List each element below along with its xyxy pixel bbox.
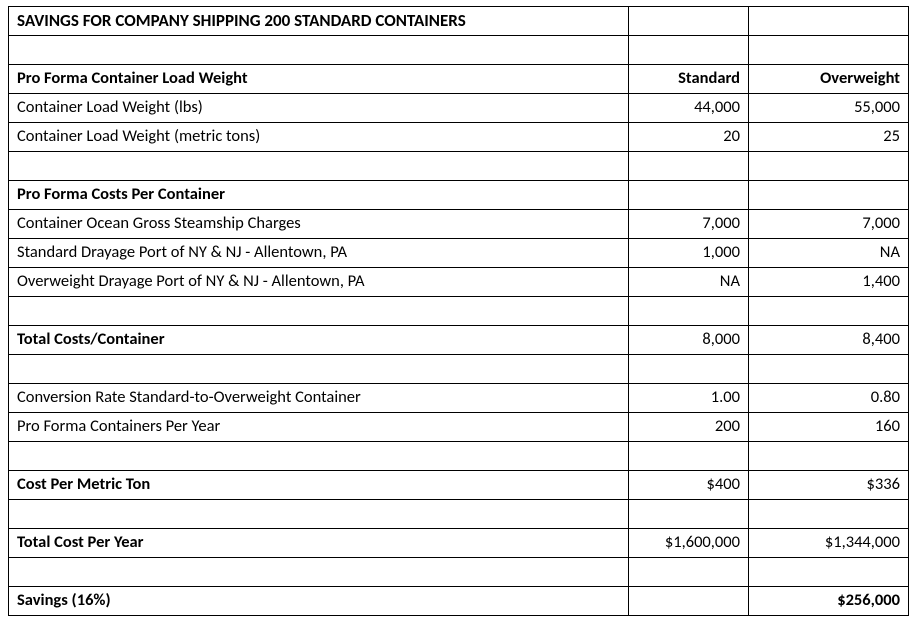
cell-overweight: 7,000 bbox=[749, 210, 909, 239]
cell-standard: $1,600,000 bbox=[629, 529, 749, 558]
header-row: Pro Forma Container Load Weight Standard… bbox=[9, 65, 909, 94]
spacer-row bbox=[9, 36, 909, 65]
section-header: Pro Forma Costs Per Container bbox=[9, 181, 629, 210]
cell-overweight: 1,400 bbox=[749, 268, 909, 297]
table-row: Cost Per Metric Ton $400 $336 bbox=[9, 471, 909, 500]
spacer-row bbox=[9, 442, 909, 471]
cell-standard: 8,000 bbox=[629, 326, 749, 355]
table-row: Pro Forma Containers Per Year 200 160 bbox=[9, 413, 909, 442]
empty-cell bbox=[629, 587, 749, 616]
spacer-row bbox=[9, 558, 909, 587]
spacer-row bbox=[9, 152, 909, 181]
cell-overweight: $336 bbox=[749, 471, 909, 500]
empty-cell bbox=[629, 181, 749, 210]
table-row: Overweight Drayage Port of NY & NJ - All… bbox=[9, 268, 909, 297]
cell-standard: 1,000 bbox=[629, 239, 749, 268]
table-row: Standard Drayage Port of NY & NJ - Allen… bbox=[9, 239, 909, 268]
table-row: Container Load Weight (lbs) 44,000 55,00… bbox=[9, 94, 909, 123]
spacer-row bbox=[9, 297, 909, 326]
table-row: Total Cost Per Year $1,600,000 $1,344,00… bbox=[9, 529, 909, 558]
cell-standard: 1.00 bbox=[629, 384, 749, 413]
cell-standard: $400 bbox=[629, 471, 749, 500]
col-header-overweight: Overweight bbox=[749, 65, 909, 94]
section-header: Pro Forma Container Load Weight bbox=[9, 65, 629, 94]
savings-value: $256,000 bbox=[749, 587, 909, 616]
cell-overweight: $1,344,000 bbox=[749, 529, 909, 558]
cell-standard: 7,000 bbox=[629, 210, 749, 239]
cell-standard: 200 bbox=[629, 413, 749, 442]
row-label: Total Cost Per Year bbox=[9, 529, 629, 558]
row-label: Container Ocean Gross Steamship Charges bbox=[9, 210, 629, 239]
table-row: Conversion Rate Standard-to-Overweight C… bbox=[9, 384, 909, 413]
row-label: Cost Per Metric Ton bbox=[9, 471, 629, 500]
cell-standard: NA bbox=[629, 268, 749, 297]
table-row: Total Costs/Container 8,000 8,400 bbox=[9, 326, 909, 355]
row-label: Pro Forma Containers Per Year bbox=[9, 413, 629, 442]
row-label: Overweight Drayage Port of NY & NJ - All… bbox=[9, 268, 629, 297]
section-row: Pro Forma Costs Per Container bbox=[9, 181, 909, 210]
savings-table: SAVINGS FOR COMPANY SHIPPING 200 STANDAR… bbox=[8, 6, 909, 616]
cell-overweight: NA bbox=[749, 239, 909, 268]
table-row: Container Load Weight (metric tons) 20 2… bbox=[9, 123, 909, 152]
col-header-standard: Standard bbox=[629, 65, 749, 94]
row-label: Conversion Rate Standard-to-Overweight C… bbox=[9, 384, 629, 413]
cell-standard: 44,000 bbox=[629, 94, 749, 123]
table-row: Container Ocean Gross Steamship Charges … bbox=[9, 210, 909, 239]
cell-overweight: 160 bbox=[749, 413, 909, 442]
spacer-row bbox=[9, 355, 909, 384]
cell-overweight: 55,000 bbox=[749, 94, 909, 123]
cell-overweight: 25 bbox=[749, 123, 909, 152]
empty-cell bbox=[749, 7, 909, 36]
row-label: Container Load Weight (metric tons) bbox=[9, 123, 629, 152]
empty-cell bbox=[749, 181, 909, 210]
table-title: SAVINGS FOR COMPANY SHIPPING 200 STANDAR… bbox=[9, 7, 629, 36]
empty-cell bbox=[629, 7, 749, 36]
savings-row: Savings (16%) $256,000 bbox=[9, 587, 909, 616]
row-label: Savings (16%) bbox=[9, 587, 629, 616]
spacer-row bbox=[9, 500, 909, 529]
cell-overweight: 8,400 bbox=[749, 326, 909, 355]
title-row: SAVINGS FOR COMPANY SHIPPING 200 STANDAR… bbox=[9, 7, 909, 36]
row-label: Standard Drayage Port of NY & NJ - Allen… bbox=[9, 239, 629, 268]
row-label: Total Costs/Container bbox=[9, 326, 629, 355]
cell-overweight: 0.80 bbox=[749, 384, 909, 413]
cell-standard: 20 bbox=[629, 123, 749, 152]
row-label: Container Load Weight (lbs) bbox=[9, 94, 629, 123]
